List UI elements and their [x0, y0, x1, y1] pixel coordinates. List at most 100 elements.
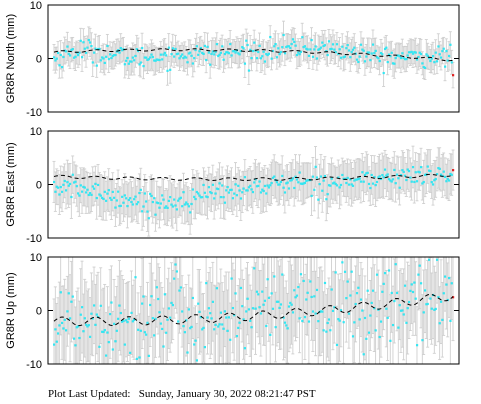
data-point	[389, 179, 392, 182]
data-point	[214, 323, 217, 326]
data-point	[189, 327, 192, 330]
data-point	[430, 307, 433, 310]
data-point	[169, 68, 172, 71]
data-point	[122, 319, 125, 322]
data-point	[163, 206, 166, 209]
data-point	[70, 300, 73, 303]
data-point	[126, 205, 129, 208]
data-point	[255, 57, 259, 60]
data-point	[346, 44, 349, 47]
data-point	[141, 46, 144, 50]
data-point	[358, 318, 361, 321]
data-point	[57, 51, 60, 55]
data-point	[99, 194, 102, 197]
data-point	[423, 173, 427, 177]
data-point	[262, 189, 265, 193]
data-point	[386, 173, 389, 176]
data-point	[182, 56, 185, 60]
data-point	[337, 318, 340, 321]
data-point	[157, 202, 160, 205]
data-point	[261, 188, 264, 191]
data-point	[161, 194, 164, 197]
data-point	[125, 59, 128, 62]
data-point	[418, 171, 421, 174]
data-point	[238, 53, 241, 56]
data-point	[450, 61, 453, 64]
data-point	[138, 191, 141, 195]
data-point	[221, 184, 224, 187]
data-point	[366, 289, 369, 292]
data-point	[130, 60, 133, 63]
data-point	[259, 191, 263, 194]
data-point	[391, 62, 395, 65]
data-point	[255, 185, 259, 188]
data-point	[357, 177, 360, 181]
data-point	[125, 319, 128, 322]
data-point	[327, 318, 331, 321]
data-point	[331, 43, 335, 46]
data-point	[374, 329, 377, 332]
error-bars	[52, 20, 455, 89]
data-point	[439, 173, 443, 176]
data-point	[346, 280, 349, 283]
plot-area	[52, 20, 455, 89]
data-point	[154, 317, 157, 320]
data-point	[349, 178, 352, 181]
data-point	[190, 202, 193, 206]
data-point	[207, 51, 210, 54]
data-point	[105, 199, 108, 202]
data-point	[319, 46, 323, 49]
data-point	[198, 310, 201, 313]
data-point	[223, 310, 227, 313]
data-point	[62, 327, 65, 330]
data-point	[117, 190, 120, 193]
data-point	[282, 33, 285, 37]
data-point	[374, 183, 377, 187]
data-point	[115, 199, 118, 202]
data-point	[393, 62, 396, 65]
data-point	[135, 357, 138, 361]
data-point	[219, 196, 223, 199]
data-point	[94, 323, 97, 326]
data-point	[275, 56, 279, 59]
data-point	[450, 173, 453, 176]
data-point	[166, 206, 169, 210]
data-point	[241, 191, 244, 194]
data-point	[395, 291, 399, 295]
data-point	[133, 59, 136, 62]
data-point	[286, 45, 289, 48]
data-point	[266, 53, 269, 57]
data-point	[118, 204, 121, 208]
data-point	[257, 184, 260, 188]
data-point	[241, 46, 244, 49]
data-point	[154, 213, 157, 216]
data-point	[315, 176, 319, 179]
data-point	[329, 184, 332, 187]
data-point	[57, 332, 60, 335]
data-point	[193, 343, 196, 346]
data-point	[75, 185, 78, 188]
data-point	[78, 51, 81, 54]
data-point	[250, 188, 253, 191]
data-point	[107, 189, 110, 192]
data-point	[205, 282, 208, 285]
data-point	[363, 173, 367, 177]
data-point	[415, 180, 419, 183]
data-point	[405, 178, 408, 182]
data-point	[281, 174, 284, 178]
data-point	[101, 56, 104, 59]
data-point	[277, 300, 280, 303]
data-point	[361, 309, 364, 312]
data-point	[343, 177, 347, 180]
data-point	[103, 328, 106, 332]
data-point	[97, 183, 100, 187]
data-point	[319, 175, 323, 178]
data-point	[311, 310, 315, 313]
data-point	[274, 326, 277, 329]
data-point	[169, 196, 172, 199]
data-point	[267, 296, 271, 299]
data-point	[345, 181, 348, 185]
data-point	[387, 178, 391, 181]
data-point	[302, 279, 305, 283]
y-axis-label: GR8R Up (mm)	[5, 272, 17, 348]
